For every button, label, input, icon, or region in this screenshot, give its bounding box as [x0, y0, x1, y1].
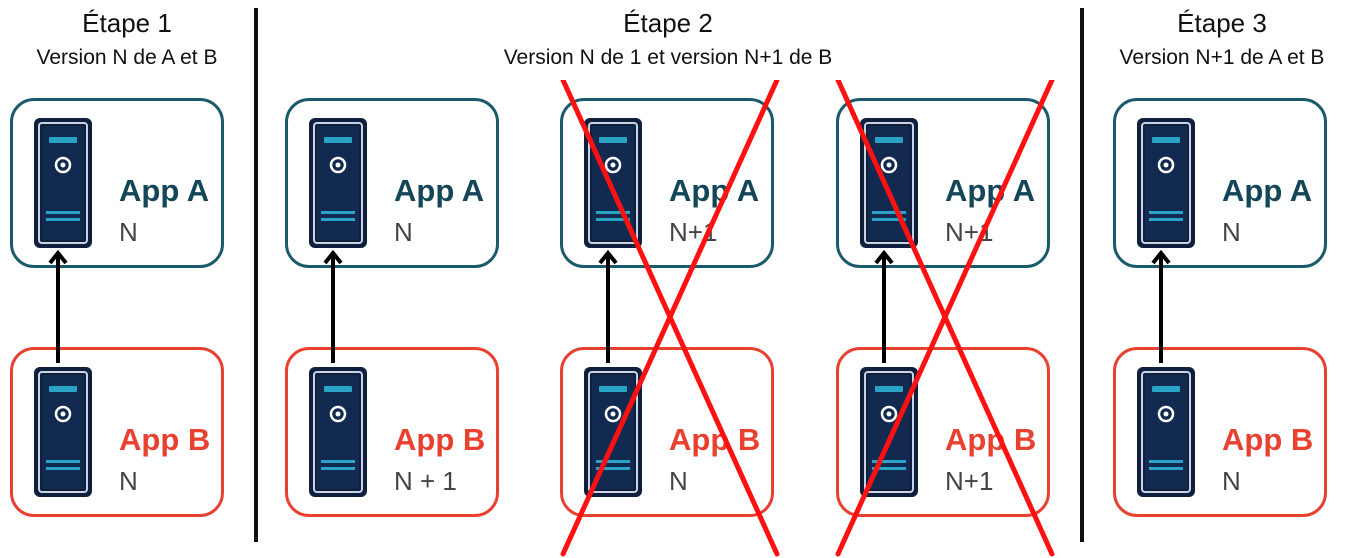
- app-a-name: App A: [394, 173, 485, 208]
- app-b-version: N: [119, 466, 138, 496]
- app-b-box: App B N+1: [836, 347, 1050, 517]
- app-a-name: App A: [119, 173, 210, 208]
- app-a-name: App A: [945, 173, 1036, 208]
- app-b-name: App B: [1222, 422, 1314, 457]
- server-tower-icon: [1136, 117, 1196, 249]
- app-b-box: App B N: [1113, 347, 1327, 517]
- server-tower-icon: [308, 366, 368, 498]
- app-a-box: App A N: [1113, 98, 1327, 268]
- app-a-box: App A N+1: [560, 98, 774, 268]
- stage-1-title: Étape 1: [82, 8, 172, 38]
- server-tower-icon: [33, 366, 93, 498]
- app-b-name: App B: [945, 422, 1037, 457]
- app-a-version: N: [1222, 217, 1241, 247]
- app-a-name: App A: [1222, 173, 1313, 208]
- app-b-name: App B: [669, 422, 761, 457]
- app-a-box: App A N: [285, 98, 499, 268]
- server-tower-icon: [308, 117, 368, 249]
- app-a-version: N: [119, 217, 138, 247]
- stage-2-subtitle: Version N de 1 et version N+1 de B: [503, 46, 833, 69]
- stage-3-title: Étape 3: [1177, 8, 1267, 38]
- app-b-box: App B N + 1: [285, 347, 499, 517]
- up-arrow-icon: [1151, 250, 1171, 365]
- stage-divider: [254, 8, 258, 542]
- up-arrow-icon: [323, 250, 343, 365]
- app-b-name: App B: [394, 422, 486, 457]
- app-a-version: N: [394, 217, 413, 247]
- app-a-box: App A N: [10, 98, 224, 268]
- app-a-box: App A N+1: [836, 98, 1050, 268]
- app-b-version: N: [669, 466, 688, 496]
- server-tower-icon: [33, 117, 93, 249]
- red-cross-icon: [835, 80, 1055, 557]
- app-a-name: App A: [669, 173, 760, 208]
- stage-2-title: Étape 2: [623, 8, 713, 38]
- app-b-box: App B N: [10, 347, 224, 517]
- app-b-name: App B: [119, 422, 211, 457]
- app-b-version: N: [1222, 466, 1241, 496]
- server-tower-icon: [1136, 366, 1196, 498]
- red-cross-icon: [560, 80, 780, 557]
- stage-3-subtitle: Version N+1 de A et B: [1119, 46, 1325, 69]
- app-b-version: N+1: [945, 466, 994, 496]
- stage-1-subtitle: Version N de A et B: [36, 46, 218, 69]
- app-b-box: App B N: [560, 347, 774, 517]
- up-arrow-icon: [48, 250, 68, 365]
- stage-divider: [1080, 8, 1084, 542]
- app-b-version: N + 1: [394, 466, 457, 496]
